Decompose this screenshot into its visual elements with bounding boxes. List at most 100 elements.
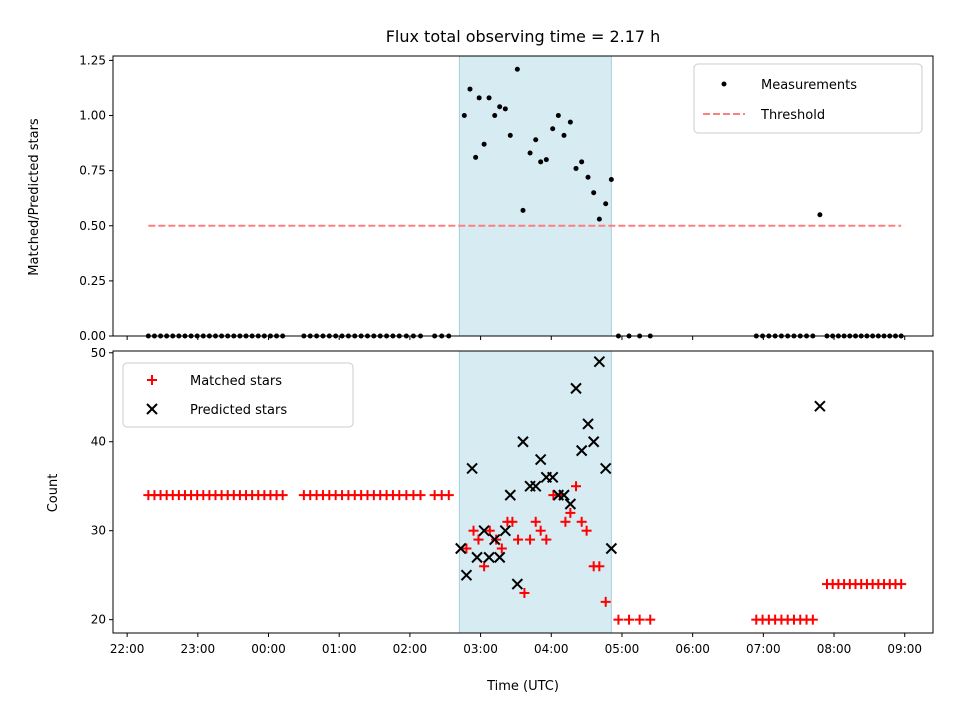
- matched-star-point: [896, 579, 907, 590]
- predicted-star-point: [570, 382, 582, 395]
- predicted-star-point: [511, 578, 524, 590]
- y-tick-label: 30: [91, 524, 106, 538]
- measurement-point: [567, 119, 573, 125]
- predicted-star-point: [466, 462, 478, 475]
- x-tick-label: 08:00: [817, 642, 852, 656]
- x-tick-label: 04:00: [534, 642, 569, 656]
- measurement-point: [461, 113, 467, 119]
- measurement-point: [476, 95, 482, 101]
- matched-star-point: [600, 596, 611, 607]
- top-legend-box: [693, 63, 923, 134]
- measurement-point: [817, 212, 823, 218]
- bottom-x-ticks: 22:00 23:00 00:00 01:00 02:00 03:00 04:00 05:00…: [110, 633, 922, 656]
- matched-star-point: [479, 561, 490, 572]
- y-tick-label: 0.50: [79, 219, 106, 233]
- measurement-point: [473, 154, 479, 160]
- y-tick-label: 1.25: [79, 53, 106, 67]
- legend-predicted-label: Predicted stars: [190, 403, 287, 418]
- x-tick-label: 01:00: [322, 642, 357, 656]
- predicted-star-point: [455, 542, 467, 555]
- x-axis-label: Time (UTC): [486, 679, 559, 694]
- predicted-star-point: [493, 551, 506, 564]
- matched-star-point: [415, 490, 426, 501]
- measurement-point: [492, 113, 498, 119]
- y-tick-label: 40: [91, 435, 106, 449]
- matched-star-point: [807, 614, 818, 625]
- bottom-legend: Matched stars Predicted stars: [122, 362, 354, 428]
- predicted-star-point: [575, 444, 588, 457]
- measurement-point: [608, 176, 614, 182]
- predicted-star-point: [546, 471, 559, 484]
- legend-predicted-marker: [146, 403, 158, 415]
- matched-star-point: [594, 561, 605, 572]
- y-tick-label: 0.25: [79, 274, 106, 288]
- bottom-legend-box: [122, 362, 354, 428]
- matched-star-point: [507, 516, 518, 527]
- predicted-star-point: [814, 400, 826, 412]
- matched-star-point: [513, 534, 524, 545]
- predicted-star-point: [582, 418, 594, 430]
- predicted-star-point: [593, 355, 606, 368]
- bottom-observing-shade: [458, 350, 612, 634]
- measurement-point: [507, 132, 513, 138]
- matched-star-point: [560, 516, 571, 527]
- measurement-point: [533, 137, 539, 143]
- top-panel: 0.00 0.25 0.50 0.75 1.00 1.25 Matched/Predict…: [27, 27, 934, 343]
- y-tick-label: 0.75: [79, 164, 106, 178]
- top-legend: Measurements Threshold: [693, 63, 923, 134]
- x-tick-label: 00:00: [251, 642, 286, 656]
- measurement-point: [467, 86, 473, 92]
- x-tick-label: 03:00: [463, 642, 498, 656]
- x-tick-label: 06:00: [675, 642, 710, 656]
- legend-measurements-marker: [721, 81, 727, 87]
- measurement-point: [591, 190, 597, 196]
- chart-title: Flux total observing time = 2.17 h: [386, 27, 661, 46]
- measurement-point: [502, 106, 508, 112]
- predicted-star-point: [504, 489, 516, 501]
- predicted-star-point: [530, 480, 542, 492]
- matched-star-point: [576, 516, 587, 527]
- measurement-point: [514, 66, 520, 72]
- measurement-point: [527, 150, 533, 156]
- matched-star-point: [484, 525, 495, 536]
- matched-star-point: [581, 525, 592, 536]
- matched-star-point: [443, 490, 454, 501]
- bottom-y-axis-label: Count: [46, 474, 61, 513]
- predicted-star-point: [489, 533, 501, 546]
- measurement-point: [555, 113, 561, 119]
- legend-measurements-label: Measurements: [761, 78, 857, 93]
- top-x-ticks: [126, 336, 906, 340]
- measurement-point: [486, 95, 492, 101]
- predicted-star-point: [534, 453, 547, 466]
- y-tick-label: 0.00: [79, 329, 106, 343]
- matched-star-point: [613, 614, 624, 625]
- x-tick-label: 09:00: [887, 642, 922, 656]
- top-y-axis-label: Matched/Predicted stars: [27, 118, 42, 276]
- x-tick-label: 05:00: [605, 642, 640, 656]
- bottom-panel: 20 30 40 50 22:00 23:00 00:00 01:00 02:00 03:00 0…: [46, 346, 934, 694]
- matched-star-point: [530, 516, 541, 527]
- matched-star-point: [565, 507, 576, 518]
- matched-star-point: [634, 614, 645, 625]
- matched-star-point: [624, 614, 635, 625]
- predicted-star-point: [587, 436, 600, 448]
- matched-star-point: [519, 587, 530, 598]
- matched-star-point: [525, 534, 536, 545]
- measurement-point: [550, 126, 556, 132]
- predicted-star-point: [460, 569, 473, 581]
- matched-star-point: [461, 543, 472, 554]
- top-observing-shade: [458, 55, 612, 337]
- predicted-star-point: [564, 498, 577, 510]
- matched-star-point: [535, 525, 546, 536]
- measurement-point: [520, 207, 526, 213]
- matched-star-point: [571, 481, 582, 492]
- measurement-point: [573, 165, 579, 171]
- predicted-star-point: [499, 524, 512, 537]
- predicted-star-point: [517, 436, 529, 448]
- y-tick-label: 1.00: [79, 109, 106, 123]
- predicted-star-point: [599, 462, 612, 475]
- measurement-point: [538, 159, 544, 165]
- predicted-star-point: [478, 524, 490, 537]
- matched-star-point: [496, 543, 507, 554]
